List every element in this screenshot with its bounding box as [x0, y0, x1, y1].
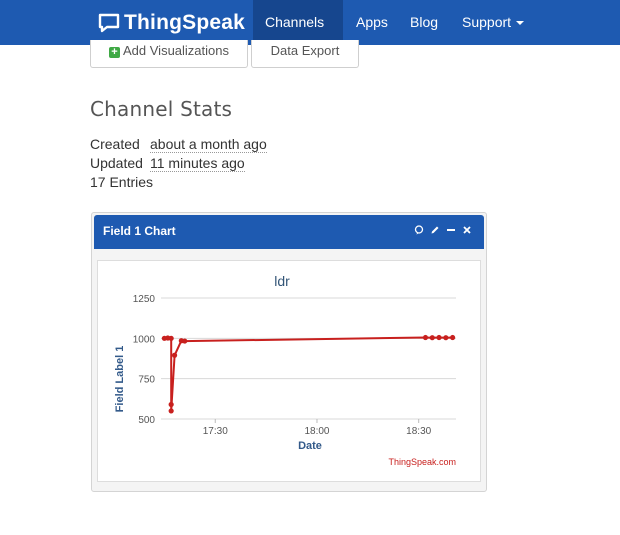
data-point [168, 408, 174, 414]
nav-channels[interactable]: Channels [253, 0, 343, 71]
add-visualizations-label: Add Visualizations [123, 43, 229, 58]
nav-apps[interactable]: Apps [344, 0, 400, 45]
chart-container: 500 750 1000 1250 17:30 18:00 18:30 ldr Date … [97, 260, 481, 482]
x-tick-label: 18:00 [304, 426, 329, 437]
panel-title: Field 1 Chart [103, 224, 176, 238]
data-point [443, 335, 449, 341]
minimize-icon[interactable] [446, 225, 456, 239]
brand-name: ThingSpeak [124, 11, 246, 34]
field-1-chart-panel: Field 1 Chart 500 750 1000 1250 17:30 18:00 1… [91, 212, 487, 492]
close-icon[interactable] [462, 225, 472, 239]
chart-credit[interactable]: ThingSpeak.com [388, 457, 456, 467]
x-tick-label: 18:30 [406, 426, 431, 437]
series-line [164, 336, 453, 412]
y-tick-label: 1000 [133, 334, 156, 345]
caret-down-icon [270, 66, 278, 71]
data-point [429, 335, 435, 341]
created-label: Created [90, 136, 140, 152]
add-visualizations-button[interactable]: + Add Visualizations [90, 40, 248, 68]
pencil-icon[interactable] [430, 225, 440, 239]
data-point [168, 335, 174, 341]
data-point [450, 334, 456, 341]
caret-down-icon [516, 21, 525, 26]
updated-row: Updated 11 minutes ago [90, 155, 245, 172]
comment-icon[interactable] [414, 225, 424, 239]
data-export-label: Data Export [270, 43, 340, 58]
channel-stats-heading: Channel Stats [90, 97, 233, 121]
nav-blog-label: Blog [410, 14, 439, 30]
entries-count: 17 Entries [90, 174, 154, 190]
data-point [171, 352, 178, 358]
brand-logo[interactable]: ThingSpeak [98, 10, 245, 36]
data-export-button[interactable]: Data Export [251, 40, 359, 68]
x-axis-label: Date [298, 440, 322, 452]
updated-value: 11 minutes ago [150, 155, 245, 172]
created-value: about a month ago [150, 136, 267, 153]
nav-blog[interactable]: Blog [398, 0, 450, 45]
data-point [422, 334, 429, 341]
panel-toolbar [414, 225, 472, 239]
chart-title: ldr [274, 273, 290, 289]
data-point [168, 401, 174, 408]
speech-bubble-icon [98, 13, 120, 33]
data-point [436, 334, 442, 341]
series-layer [161, 334, 456, 414]
y-tick-label: 750 [138, 375, 155, 386]
panel-header: Field 1 Chart [94, 215, 484, 249]
y-axis-label: Field Label 1 [114, 346, 126, 413]
nav-apps-label: Apps [356, 14, 388, 30]
nav-channels-label: Channels [265, 14, 325, 30]
y-tick-label: 1250 [133, 294, 156, 305]
x-tick-labels: 17:30 18:00 18:30 [203, 419, 432, 437]
y-tick-label: 500 [138, 415, 155, 426]
x-tick-label: 17:30 [203, 426, 228, 437]
grid-lines [161, 297, 456, 420]
nav-support[interactable]: Support [450, 0, 536, 45]
y-tick-labels: 500 750 1000 1250 [133, 294, 156, 426]
plus-icon: + [109, 47, 120, 58]
top-navbar: ThingSpeak Channels Apps Blog Support [0, 0, 620, 71]
created-row: Created about a month ago [90, 136, 267, 153]
nav-support-label: Support [462, 14, 512, 30]
updated-label: Updated [90, 155, 143, 171]
data-point [182, 338, 188, 344]
